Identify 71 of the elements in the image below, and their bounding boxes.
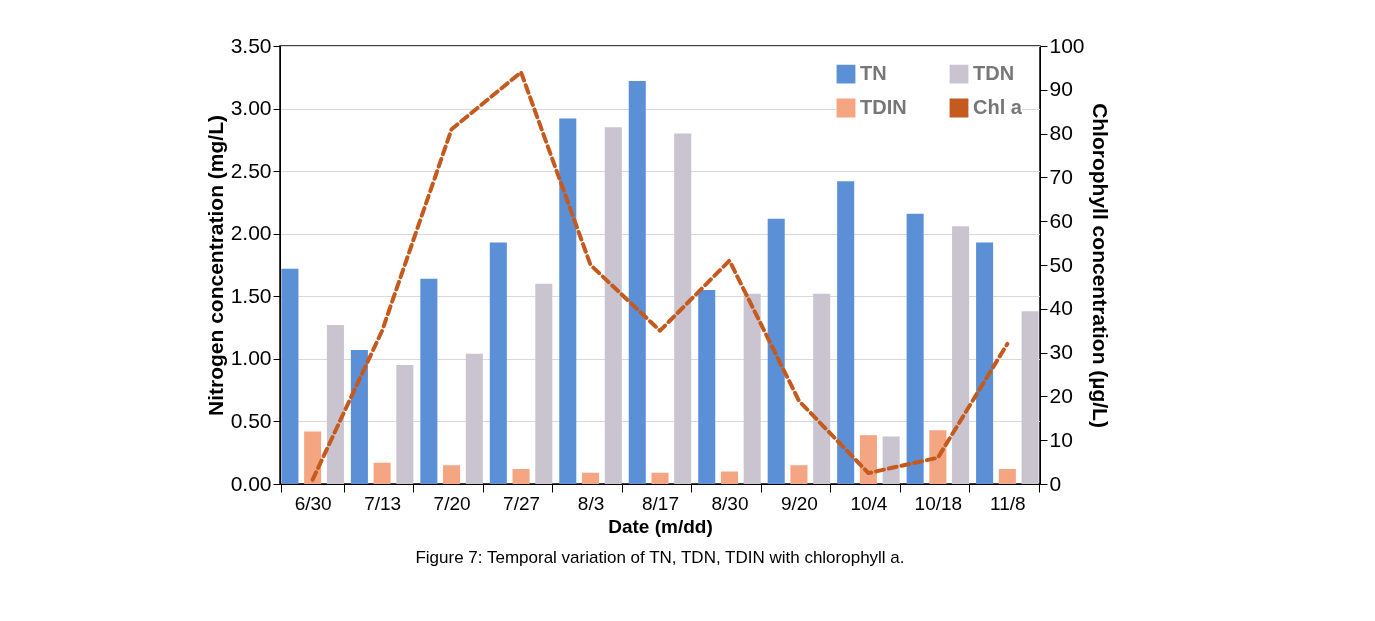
bar — [720, 471, 738, 484]
y2-tick-label: 0 — [1049, 471, 1062, 495]
y2-axis-title: Chlorophyll concentration (µg/L) — [1088, 103, 1112, 428]
bar — [304, 431, 322, 484]
bar — [651, 472, 669, 484]
bar — [698, 290, 716, 484]
bar — [396, 365, 414, 484]
y2-tick-label: 50 — [1049, 252, 1073, 276]
bar — [350, 350, 368, 484]
bar — [790, 465, 808, 484]
y-axis-title: Nitrogen concentration (mg/L) — [203, 115, 227, 416]
bar — [976, 242, 994, 484]
x-tick-label: 8/3 — [577, 492, 605, 514]
bar — [582, 472, 600, 484]
bar — [512, 468, 530, 484]
bar — [674, 133, 692, 484]
x-tick-label: 9/20 — [780, 492, 818, 514]
x-axis-title: Date (m/dd) — [608, 515, 713, 537]
bar — [373, 462, 391, 484]
bar — [952, 226, 970, 484]
bar — [906, 213, 924, 484]
legend-label: TN — [860, 62, 887, 85]
y2-tick-label: 90 — [1049, 77, 1073, 101]
x-tick-label: 8/30 — [711, 492, 749, 514]
bar — [443, 465, 461, 484]
y2-tick-label: 100 — [1049, 33, 1085, 57]
x-tick-label: 7/13 — [364, 492, 402, 514]
bar — [489, 242, 507, 484]
bar — [998, 468, 1016, 484]
y2-tick-label: 80 — [1049, 121, 1073, 145]
bar — [628, 81, 646, 484]
y-tick-label: 1.00 — [230, 346, 272, 370]
x-tick-label: 10/4 — [850, 492, 888, 514]
bar — [1021, 311, 1039, 484]
y-tick-label: 0.50 — [230, 408, 272, 432]
y2-tick-label: 10 — [1049, 427, 1073, 451]
bar — [929, 430, 947, 484]
y2-tick-label: 60 — [1049, 208, 1073, 232]
caption: Figure 7: Temporal variation of TN, TDN, TDIN with chlorophyll a. — [415, 548, 905, 567]
y-tick-label: 1.50 — [230, 283, 272, 307]
bar — [465, 353, 483, 484]
bar — [859, 435, 877, 484]
x-tick-label: 7/27 — [503, 492, 541, 514]
x-tick-label: 7/20 — [433, 492, 471, 514]
legend-label: Chl a — [973, 96, 1023, 118]
bar — [281, 268, 299, 484]
legend-label: TDIN — [860, 96, 907, 118]
y2-tick-label: 30 — [1049, 340, 1073, 364]
x-tick-label: 6/30 — [294, 492, 332, 514]
x-tick-label: 11/8 — [990, 492, 1026, 514]
y-tick-label: 2.00 — [230, 221, 272, 245]
bar — [559, 118, 577, 484]
legend-label: TDN — [973, 62, 1015, 85]
x-tick-label: 8/17 — [642, 492, 679, 514]
x-tick-label: 10/18 — [914, 492, 963, 514]
y-tick-label: 0.00 — [230, 471, 272, 495]
bar — [604, 127, 622, 484]
bar — [535, 283, 553, 484]
bar — [767, 218, 785, 484]
y2-tick-label: 20 — [1049, 383, 1073, 407]
y2-tick-label: 70 — [1049, 164, 1073, 188]
bar — [813, 293, 831, 484]
bar — [743, 293, 761, 484]
y2-tick-label: 40 — [1049, 296, 1073, 320]
y-tick-label: 2.50 — [230, 158, 272, 182]
bar — [326, 325, 344, 484]
bar — [837, 181, 855, 484]
y-tick-label: 3.00 — [230, 96, 272, 120]
bar — [882, 436, 900, 484]
y-tick-label: 3.50 — [230, 33, 272, 57]
bar — [420, 278, 438, 484]
